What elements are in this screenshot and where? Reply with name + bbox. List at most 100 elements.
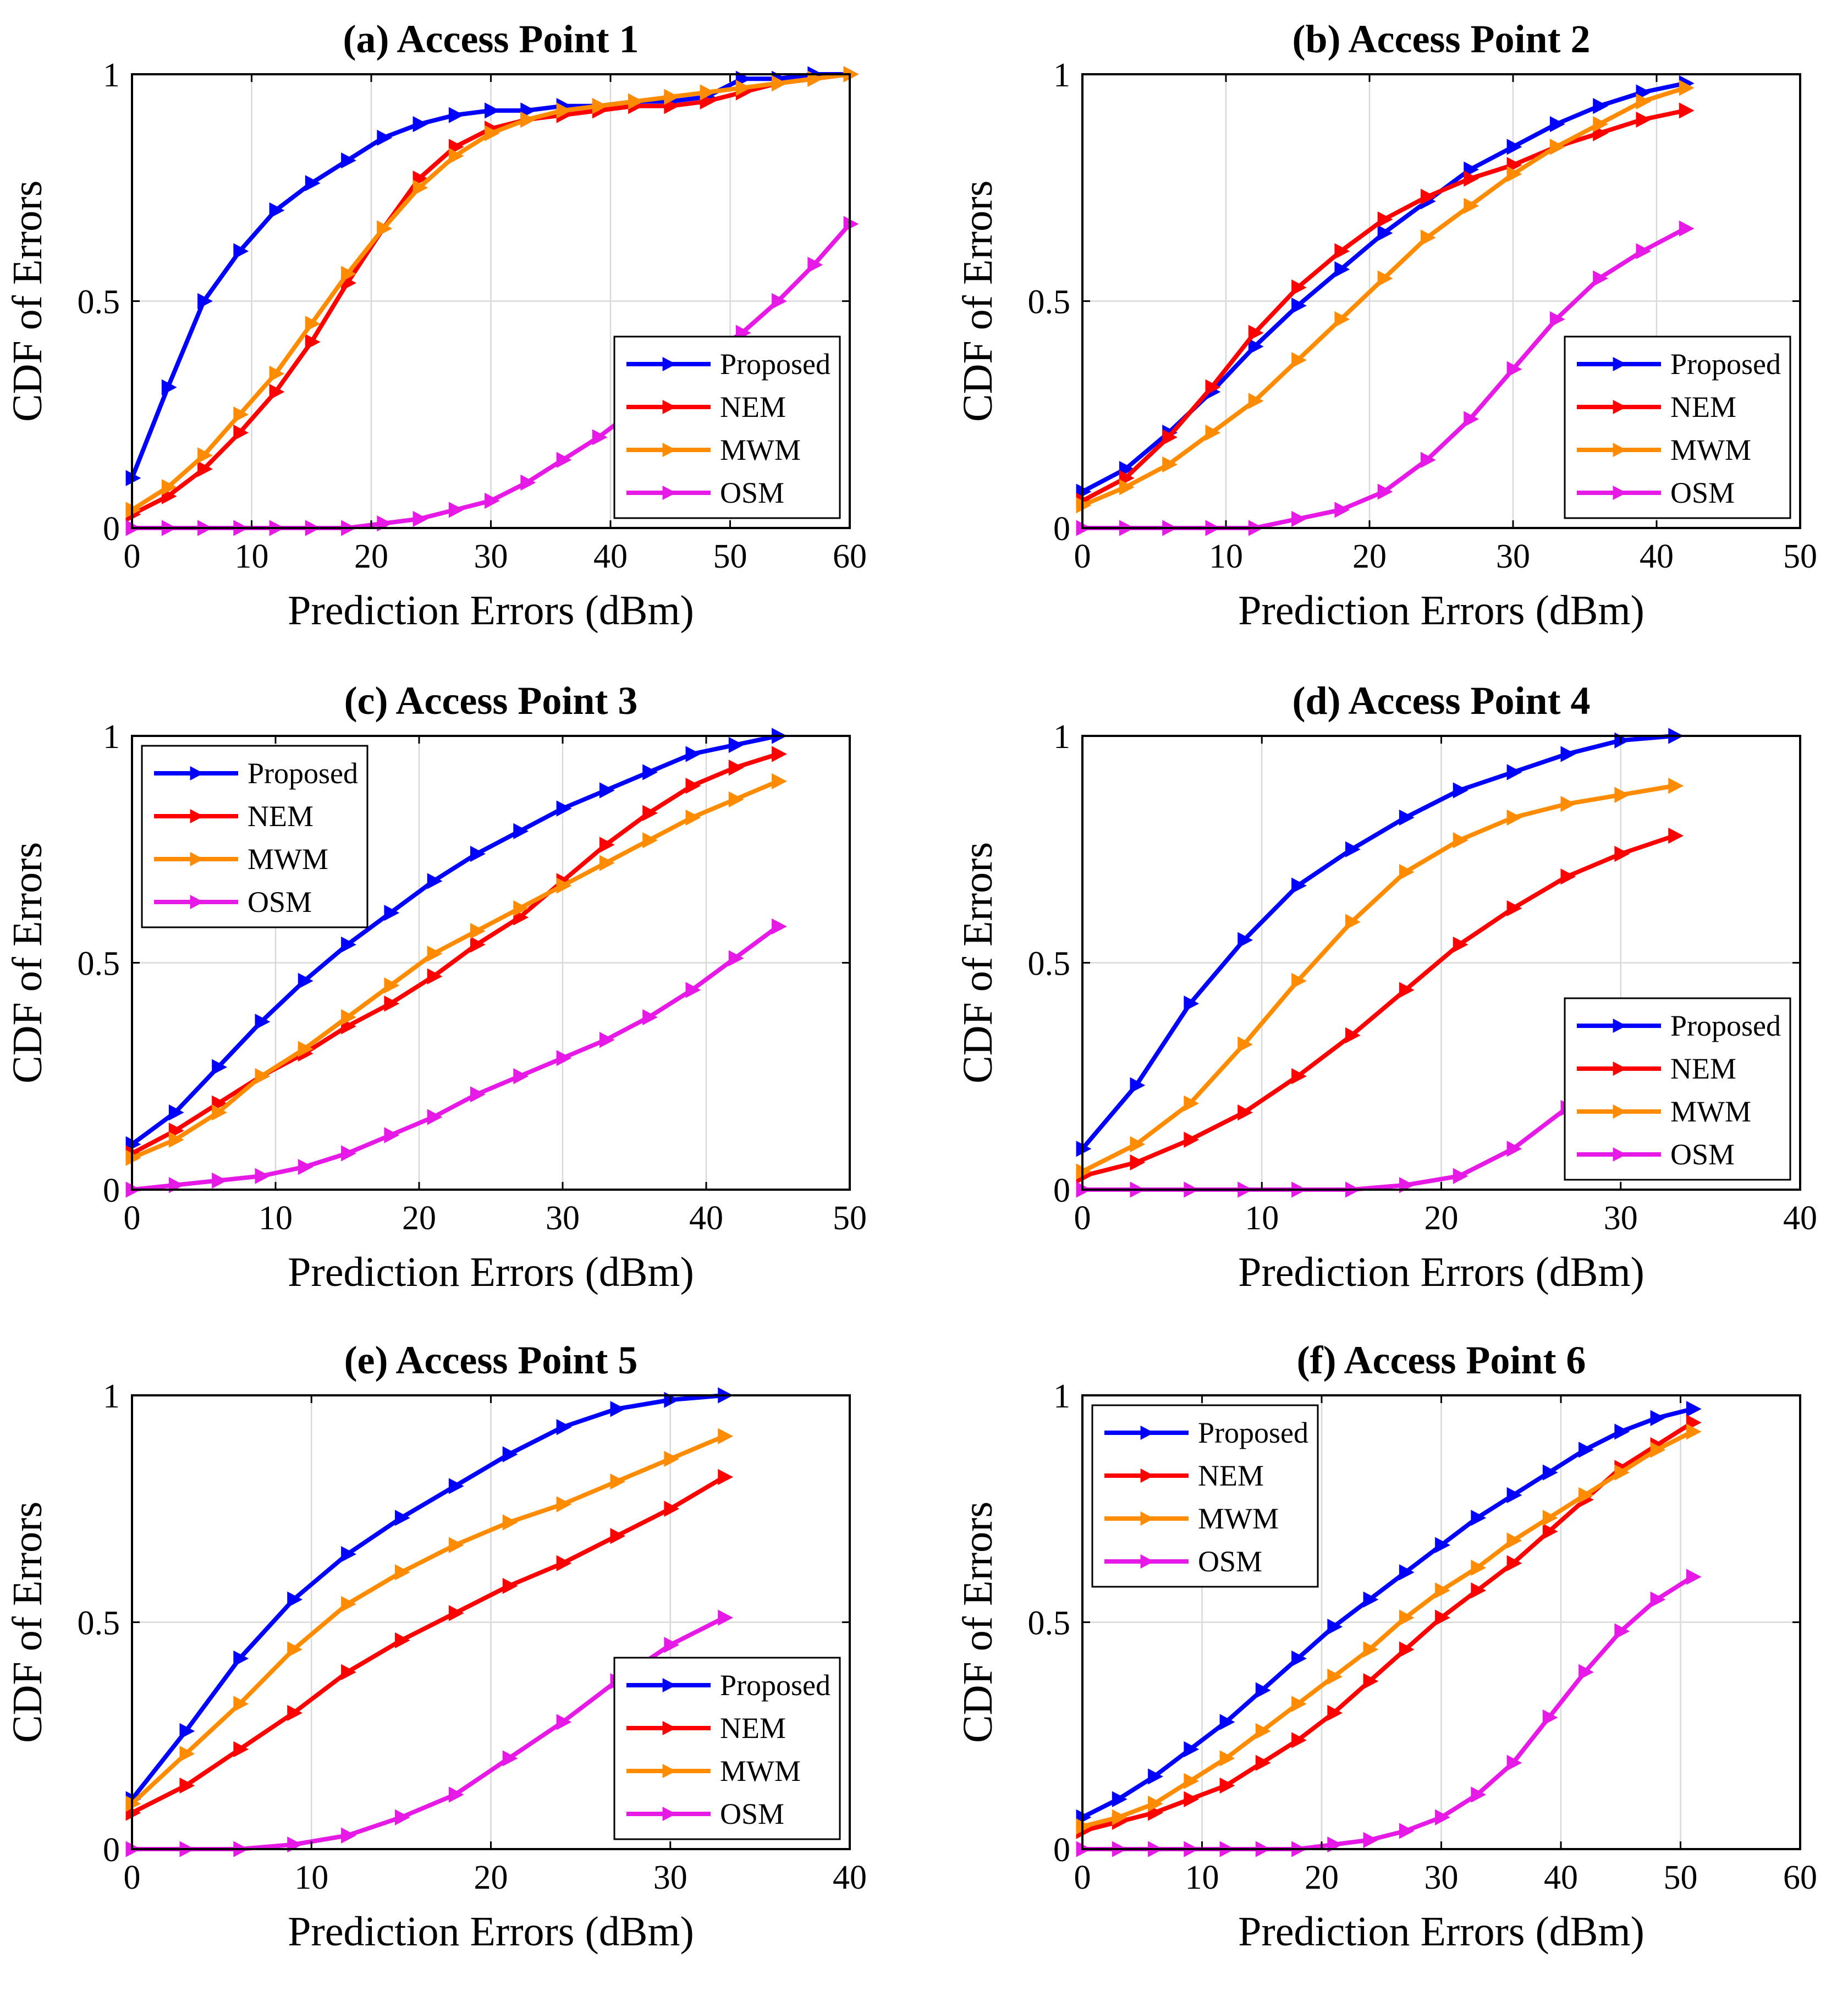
y-tick-label: 0 <box>1053 1172 1070 1209</box>
series-mwm <box>1076 1423 1702 1835</box>
x-tick-label: 10 <box>294 1859 328 1896</box>
data-point-marker <box>1421 189 1436 205</box>
data-point-marker <box>485 125 500 141</box>
data-point-marker <box>470 923 486 939</box>
data-point-marker <box>1668 827 1684 844</box>
series-line-nem <box>1080 833 1677 1179</box>
data-point-marker <box>1334 502 1350 518</box>
x-tick-label: 30 <box>546 1200 580 1237</box>
y-tick-label: 1 <box>1053 1378 1070 1415</box>
y-tick-label: 1 <box>1053 57 1070 94</box>
data-point-marker <box>1205 425 1221 441</box>
x-tick-label: 0 <box>124 1859 141 1896</box>
data-point-marker <box>269 202 285 219</box>
data-point-marker <box>772 918 787 935</box>
legend-item-nem: NEM <box>154 800 314 833</box>
x-axis-label: Prediction Errors (dBm) <box>288 1909 694 1955</box>
legend-item-nem: NEM <box>1577 1052 1736 1085</box>
y-tick-label: 0 <box>103 1172 120 1209</box>
data-point-marker <box>1119 479 1135 496</box>
legend-item-mwm: MWM <box>626 1755 801 1788</box>
legend-item-proposed: Proposed <box>1104 1416 1308 1449</box>
data-point-marker <box>1327 1668 1343 1685</box>
data-point-marker <box>1542 1523 1558 1540</box>
data-point-marker <box>1549 311 1565 328</box>
legend-marker-icon <box>662 1721 676 1735</box>
legend-marker-icon <box>190 852 204 866</box>
legend: Proposed NEM MWM OSM <box>1091 1404 1319 1588</box>
x-tick-label: 30 <box>474 538 508 575</box>
data-point-marker <box>1686 1401 1702 1417</box>
data-point-marker <box>1506 166 1522 183</box>
data-point-marker <box>556 1050 572 1066</box>
data-point-marker <box>1363 1673 1379 1690</box>
data-point-marker <box>1593 116 1609 133</box>
legend: Proposed NEM MWM OSM <box>1564 997 1791 1181</box>
legend-marker-icon <box>662 443 676 457</box>
data-point-marker <box>1506 900 1522 917</box>
data-point-marker <box>1614 1464 1630 1481</box>
data-point-marker <box>1614 845 1630 862</box>
data-point-marker <box>1464 170 1480 187</box>
chart-panel-6: 0 10 20 30 40 50 60 0 0.5 1 (f) Access Point 6 Pred… <box>955 1338 1817 1955</box>
legend-marker-icon <box>1613 1104 1627 1119</box>
data-point-marker <box>1248 338 1264 355</box>
data-point-marker <box>718 1609 734 1626</box>
y-tick-label: 1 <box>1053 718 1070 756</box>
data-point-marker <box>1334 311 1350 328</box>
data-point-marker <box>1399 1609 1415 1626</box>
data-point-marker <box>1435 1582 1450 1599</box>
legend-item-nem: NEM <box>1577 391 1736 424</box>
legend-item-osm: OSM <box>1577 476 1735 509</box>
x-tick-label: 0 <box>1074 1200 1091 1237</box>
data-point-marker <box>470 845 486 862</box>
legend-label: MWM <box>720 433 801 466</box>
data-point-marker <box>161 479 177 496</box>
legend-item-mwm: MWM <box>1577 433 1751 466</box>
legend-marker-icon <box>1140 1426 1154 1440</box>
data-point-marker <box>448 107 464 123</box>
x-tick-label: 60 <box>1783 1859 1817 1896</box>
data-point-marker <box>610 1473 626 1490</box>
data-point-marker <box>485 102 500 119</box>
data-point-marker <box>1506 361 1522 377</box>
data-point-marker <box>1614 1623 1630 1640</box>
data-point-marker <box>1579 1487 1594 1504</box>
data-point-marker <box>685 778 701 794</box>
y-axis-label: CDF of Errors <box>955 1502 1001 1743</box>
chart-panel-5: 0 10 20 30 40 0 0.5 1 (e) Access Point 5 Predicti… <box>4 1338 867 1955</box>
data-point-marker <box>1549 139 1565 155</box>
data-point-marker <box>1291 352 1307 369</box>
legend-label: OSM <box>720 1797 784 1830</box>
legend-label: MWM <box>1198 1502 1279 1535</box>
legend-label: Proposed <box>248 757 358 790</box>
legend-item-osm: OSM <box>626 476 784 509</box>
data-point-marker <box>1255 1682 1271 1698</box>
legend-item-proposed: Proposed <box>626 1669 831 1702</box>
legend-marker-icon <box>1613 1147 1627 1162</box>
data-point-marker <box>298 1159 314 1175</box>
data-point-marker <box>1506 764 1522 780</box>
data-point-marker <box>1377 225 1393 241</box>
data-point-marker <box>1679 102 1695 119</box>
legend-label: Proposed <box>720 348 831 381</box>
x-tick-label: 40 <box>689 1200 723 1237</box>
data-point-marker <box>664 89 680 105</box>
legend-marker-icon <box>662 486 676 500</box>
x-tick-label: 40 <box>593 538 628 575</box>
x-tick-label: 20 <box>354 538 388 575</box>
y-axis-label: CDF of Errors <box>4 1502 51 1743</box>
chart-panel-3: 0 10 20 30 40 50 0 0.5 1 (c) Access Point 3 Predic… <box>4 679 867 1295</box>
data-point-marker <box>233 425 249 441</box>
data-point-marker <box>384 996 400 1012</box>
data-point-marker <box>1184 1791 1200 1807</box>
legend-marker-icon <box>1140 1469 1154 1483</box>
data-point-marker <box>1650 1410 1666 1426</box>
data-point-marker <box>685 809 701 826</box>
data-point-marker <box>735 80 751 96</box>
data-point-marker <box>1435 1809 1450 1825</box>
legend-item-mwm: MWM <box>1577 1095 1751 1128</box>
series-line-osm <box>130 924 780 1192</box>
data-point-marker <box>1579 1664 1594 1680</box>
data-point-marker <box>377 129 393 146</box>
